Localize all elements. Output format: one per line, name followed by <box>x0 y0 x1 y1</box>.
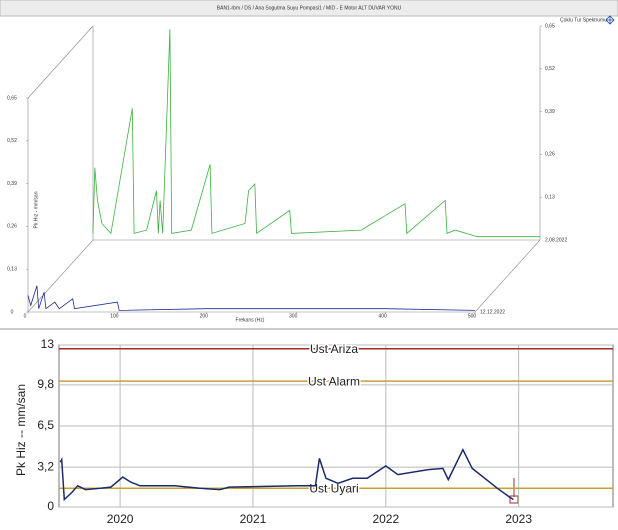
legend-label: Çoklu Tur Spektrumu <box>560 17 607 23</box>
trend-line <box>59 448 514 502</box>
y-tick-label: 0 <box>47 499 54 513</box>
y-tick-label: 0,52 <box>545 66 555 72</box>
title-bar <box>0 0 618 17</box>
legend-icon[interactable] <box>605 15 615 25</box>
y-tick-label: 9,8 <box>37 377 54 391</box>
x-tick-label: 2023 <box>505 512 532 526</box>
x-tick-label: 200 <box>200 313 209 319</box>
axis-line <box>474 239 541 313</box>
y-tick-label: 0,26 <box>7 224 17 230</box>
y-tick-label: 0,65 <box>545 23 555 29</box>
series-label: 12.12.2022 <box>480 309 505 315</box>
y-tick-label: 0,52 <box>7 138 17 144</box>
series-label: 2.08.2022 <box>545 237 567 243</box>
spectrum-line <box>92 29 540 238</box>
x-tick-label: 2020 <box>107 512 134 526</box>
y-tick-label: 0,65 <box>7 95 17 101</box>
y-tick-label: 6,5 <box>37 418 54 432</box>
y-axis-label: Pk Hiz -- mm/san <box>14 384 28 476</box>
y-tick-label: 0,13 <box>545 195 555 201</box>
y-axis-label: Pk Hız - mm/san <box>33 191 39 228</box>
x-tick-label: 300 <box>289 313 298 319</box>
window-title: BAN1-rbm / DS / Ana Sogutma Suyu Pompasi… <box>217 5 402 11</box>
y-tick-label: 3,2 <box>37 459 54 473</box>
y-tick-label: 0,39 <box>7 181 17 187</box>
x-tick-label: 2021 <box>240 512 267 526</box>
spectrum-line <box>27 285 476 311</box>
cursor-marker[interactable] <box>509 495 519 504</box>
x-tick-label: 500 <box>468 313 477 319</box>
x-tick-label: 400 <box>378 313 387 319</box>
axis-line <box>27 239 94 313</box>
x-tick-label: 100 <box>110 313 119 319</box>
y-tick-label: 0,39 <box>545 109 555 115</box>
threshold-label: Ust Uyari <box>309 481 358 495</box>
y-tick-label: 13 <box>41 337 55 351</box>
threshold-label: Ust Ariza <box>310 342 358 356</box>
y-tick-label: 0 <box>11 309 14 315</box>
threshold-label: Ust Alarm <box>308 374 360 388</box>
y-tick-label: 0,26 <box>545 152 555 158</box>
x-tick-label: 0 <box>24 313 27 319</box>
x-tick-label: 2022 <box>372 512 399 526</box>
axis-line <box>27 25 94 99</box>
x-axis-label: Frekans (Hz) <box>236 317 265 323</box>
y-tick-label: 0,13 <box>7 267 17 273</box>
